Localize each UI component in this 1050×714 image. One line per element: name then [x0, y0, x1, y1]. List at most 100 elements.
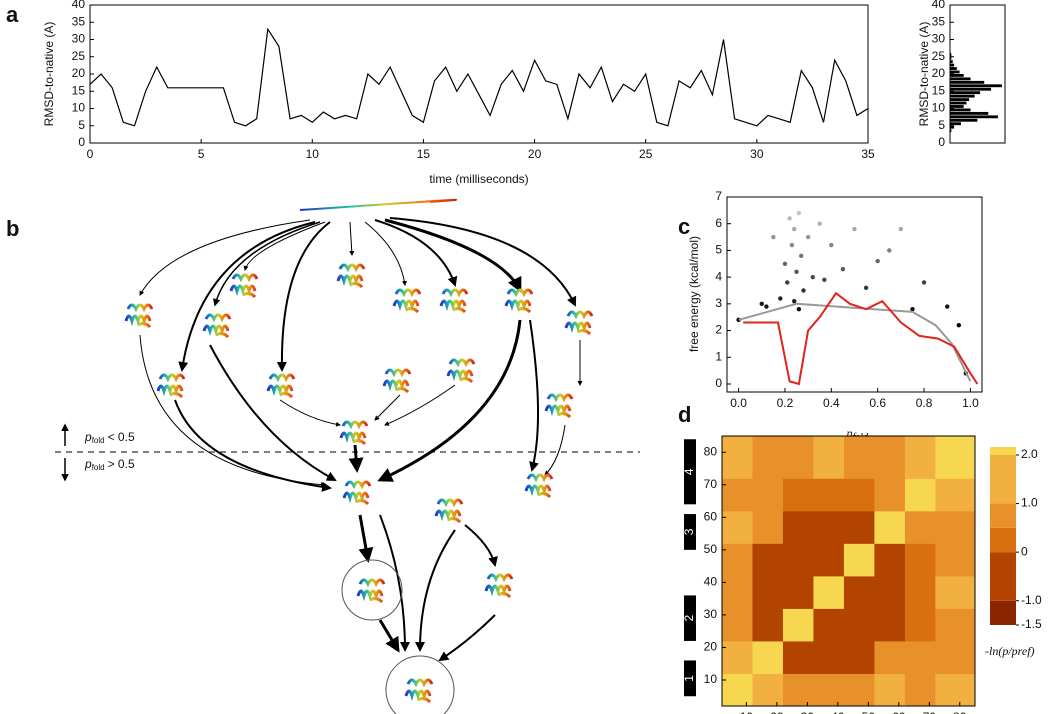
- y-tick-label: 80: [704, 444, 718, 458]
- y-tick-label: 4: [715, 269, 722, 283]
- heat-cell: [905, 608, 936, 641]
- scatter-point: [922, 280, 926, 284]
- scatter-point: [792, 299, 796, 303]
- hist-bar: [950, 115, 998, 118]
- heat-cell: [905, 543, 936, 576]
- y-tick-label: 40: [704, 575, 718, 589]
- energy-line: [739, 304, 971, 382]
- y-axis-label: RMSD-to-native (A): [42, 22, 56, 127]
- proteins: [126, 265, 592, 702]
- energy-line: [743, 293, 977, 384]
- hist-bar: [950, 81, 984, 84]
- heat-cell: [752, 478, 783, 511]
- y-tick-label: 6: [715, 216, 722, 230]
- scatter-point: [783, 262, 787, 266]
- heat-cell: [722, 673, 753, 706]
- x-tick-label: 0.0: [730, 396, 747, 410]
- scatter-point: [822, 278, 826, 282]
- helix-label-y: 4: [682, 468, 696, 475]
- y-tick-label: 7: [715, 189, 722, 203]
- x-tick-label: 0.8: [916, 396, 933, 410]
- y-tick-label: 30: [72, 32, 86, 46]
- panel-label: a: [6, 2, 19, 27]
- helix-label-y: 1: [682, 675, 696, 682]
- y-tick-label: 0: [715, 376, 722, 390]
- x-tick-label: 1.0: [962, 396, 979, 410]
- colorbar-segment: [990, 504, 1016, 528]
- y-tick-label: 70: [704, 477, 718, 491]
- x-tick-label: 25: [639, 147, 653, 161]
- x-tick-label: 10: [306, 147, 320, 161]
- heat-cell: [844, 608, 875, 641]
- axes-frame: [727, 197, 982, 392]
- heat-cell: [905, 511, 936, 544]
- heat-cell: [905, 641, 936, 674]
- scatter-point: [806, 235, 810, 239]
- heat-cell: [783, 673, 814, 706]
- y-tick-label: 50: [704, 542, 718, 556]
- scatter-point: [778, 296, 782, 300]
- hist-bar: [950, 102, 966, 105]
- hist-bar: [950, 84, 1002, 87]
- heat-cell: [783, 436, 814, 479]
- y-tick-label: 15: [932, 83, 946, 97]
- heat-cell: [935, 436, 975, 479]
- heat-cell: [874, 436, 905, 479]
- y-tick-label: 20: [72, 66, 86, 80]
- y-tick-label: 20: [704, 640, 718, 654]
- colorbar-tick-label: 1.0: [1021, 496, 1038, 510]
- x-tick-label: 15: [417, 147, 431, 161]
- scatter-point: [818, 222, 822, 226]
- heat-cell: [752, 673, 783, 706]
- heat-cell: [752, 511, 783, 544]
- scatter-point: [841, 267, 845, 271]
- x-tick-label: 20: [770, 710, 784, 714]
- y-tick-label: 60: [704, 509, 718, 523]
- hist-bar: [950, 88, 991, 91]
- hist-bar: [950, 98, 969, 101]
- heat-cell: [874, 478, 905, 511]
- heat-cell: [813, 543, 844, 576]
- scatter-point: [864, 286, 868, 290]
- y-tick-label: 10: [72, 101, 86, 115]
- y-tick-label: 35: [932, 14, 946, 28]
- hist-bar: [950, 105, 964, 108]
- helix-label-y: 2: [682, 615, 696, 622]
- x-tick-label: 70: [923, 710, 937, 714]
- heat-cell: [905, 478, 936, 511]
- heat-cell: [752, 641, 783, 674]
- heat-cell: [874, 641, 905, 674]
- heat-cell: [935, 511, 975, 544]
- heat-cell: [783, 511, 814, 544]
- heat-cell: [874, 511, 905, 544]
- scatter-point: [787, 216, 791, 220]
- scatter-point: [899, 227, 903, 231]
- y-tick-label: 10: [704, 672, 718, 686]
- colorbar-label: -ln(p/pref): [985, 644, 1035, 658]
- heat-cell: [844, 576, 875, 609]
- heat-cell: [874, 673, 905, 706]
- hist-bar: [950, 64, 954, 67]
- heat-cell: [813, 608, 844, 641]
- y-tick-label: 0: [938, 135, 945, 149]
- scatter-point: [799, 254, 803, 258]
- x-tick-label: 40: [831, 710, 845, 714]
- panel-label: c: [678, 214, 690, 239]
- y-tick-label: 1: [715, 349, 722, 363]
- heat-cell: [844, 511, 875, 544]
- scatter-point: [945, 304, 949, 308]
- heat-cell: [905, 576, 936, 609]
- panel-label: b: [6, 216, 19, 241]
- scatter-point: [801, 288, 805, 292]
- scatter-point: [797, 307, 801, 311]
- heat-cell: [844, 478, 875, 511]
- heat-cell: [813, 576, 844, 609]
- heat-cell: [935, 543, 975, 576]
- hist-bar: [950, 119, 977, 122]
- x-tick-label: 80: [953, 710, 967, 714]
- heat-cell: [844, 436, 875, 479]
- y-tick-label: 30: [932, 32, 946, 46]
- heat-cell: [935, 608, 975, 641]
- heat-cell: [783, 543, 814, 576]
